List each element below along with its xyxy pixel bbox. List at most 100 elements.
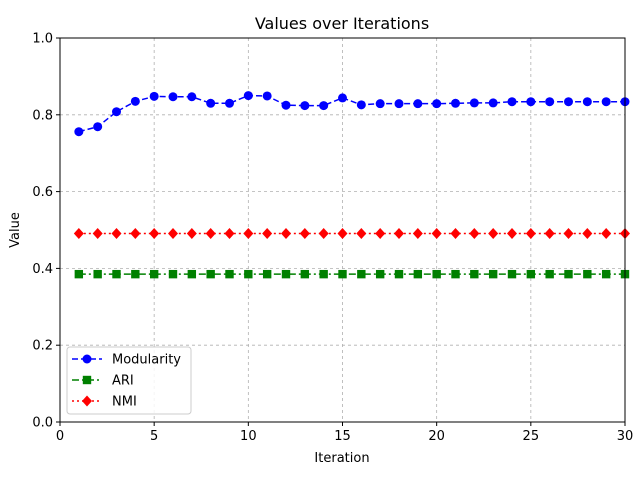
data-point-ari [545, 269, 554, 279]
data-point-nmi [168, 227, 178, 239]
data-point-ari [394, 269, 404, 279]
series-modularity [74, 91, 630, 137]
data-point-modularity [545, 97, 555, 107]
data-point-nmi [205, 227, 216, 239]
data-point-modularity [93, 122, 103, 132]
legend-marker-ari [82, 375, 92, 385]
data-point-ari [149, 269, 159, 279]
data-point-ari [375, 269, 385, 279]
legend: Modularity ARI NMI [66, 346, 192, 415]
data-point-ari [601, 269, 611, 279]
series-layer [73, 91, 630, 279]
data-point-modularity [507, 97, 517, 107]
data-point-ari [225, 269, 234, 279]
data-point-nmi [337, 227, 348, 239]
data-point-modularity [130, 96, 140, 106]
data-point-modularity [338, 93, 347, 103]
x-tick-label: 15 [334, 429, 351, 444]
data-point-nmi [412, 227, 423, 239]
data-point-nmi [262, 227, 273, 239]
data-point-ari [112, 269, 121, 279]
data-point-ari [168, 269, 178, 279]
data-point-nmi [299, 227, 310, 239]
data-point-modularity [526, 97, 536, 107]
data-point-ari [93, 269, 102, 279]
data-point-ari [131, 269, 140, 279]
data-point-modularity [432, 99, 442, 109]
data-point-modularity [451, 98, 460, 108]
y-tick-label: 0.8 [32, 108, 53, 123]
x-tick-label: 5 [150, 429, 158, 444]
legend-label-ari: ARI [112, 374, 134, 389]
data-point-modularity [469, 98, 479, 108]
series-nmi [73, 227, 630, 239]
data-point-ari [526, 269, 536, 279]
legend-label-nmi: NMI [112, 395, 137, 410]
data-point-modularity [225, 98, 234, 108]
x-axis-label: Iteration [314, 451, 369, 466]
x-axis: 0 5 10 15 20 25 30 [56, 422, 633, 444]
data-point-nmi [450, 227, 461, 239]
data-point-modularity [300, 101, 310, 111]
y-tick-label: 0.0 [32, 416, 53, 431]
data-point-modularity [356, 100, 366, 110]
data-point-modularity [74, 127, 84, 137]
data-point-nmi [73, 227, 84, 239]
y-tick-label: 0.2 [32, 339, 53, 354]
data-point-modularity [564, 97, 573, 107]
data-point-modularity [262, 91, 272, 101]
x-tick-label: 25 [523, 429, 540, 444]
data-point-ari [338, 269, 347, 279]
data-point-modularity [112, 107, 121, 117]
data-point-nmi [92, 227, 103, 239]
data-point-modularity [488, 98, 498, 108]
data-point-modularity [582, 97, 592, 107]
data-point-modularity [187, 92, 197, 102]
data-point-ari [74, 269, 84, 279]
data-point-modularity [413, 99, 423, 109]
data-point-ari [357, 269, 366, 279]
data-point-ari [488, 269, 498, 279]
legend-marker-modularity [82, 354, 92, 364]
y-tick-label: 0.6 [32, 185, 53, 200]
data-point-ari [413, 269, 423, 279]
data-point-nmi [394, 227, 404, 239]
data-point-ari [432, 269, 441, 279]
data-point-nmi [582, 227, 593, 239]
data-point-ari [300, 269, 310, 279]
x-tick-label: 20 [428, 429, 445, 444]
x-tick-label: 0 [56, 429, 64, 444]
legend-label-modularity: Modularity [112, 353, 181, 368]
data-point-modularity [168, 92, 178, 102]
data-point-ari [470, 269, 479, 279]
legend-box [66, 346, 192, 415]
x-tick-label: 30 [617, 429, 634, 444]
data-point-nmi [224, 227, 235, 239]
data-point-nmi [563, 227, 574, 239]
data-point-ari [262, 269, 272, 279]
y-tick-label: 1.0 [32, 32, 53, 47]
data-point-nmi [507, 227, 517, 239]
data-point-nmi [243, 227, 254, 239]
data-point-modularity [243, 91, 253, 101]
series-ari [74, 269, 630, 279]
data-point-nmi [601, 227, 612, 239]
data-point-modularity [319, 101, 329, 111]
data-point-nmi [111, 227, 122, 239]
data-point-modularity [375, 99, 385, 109]
y-axis: 0.0 0.2 0.4 0.6 0.8 1.0 [32, 32, 60, 431]
legend-marker-nmi [82, 395, 92, 407]
chart-title: Values over Iterations [255, 14, 429, 33]
data-point-nmi [469, 227, 480, 239]
data-point-nmi [149, 227, 160, 239]
data-point-nmi [431, 227, 442, 239]
data-point-ari [281, 269, 291, 279]
data-point-modularity [281, 100, 291, 110]
data-point-ari [451, 269, 460, 279]
data-point-nmi [356, 227, 367, 239]
data-point-ari [206, 269, 215, 279]
data-point-modularity [149, 91, 159, 101]
data-point-ari [319, 269, 328, 279]
data-point-nmi [186, 227, 197, 239]
data-point-nmi [525, 227, 536, 239]
